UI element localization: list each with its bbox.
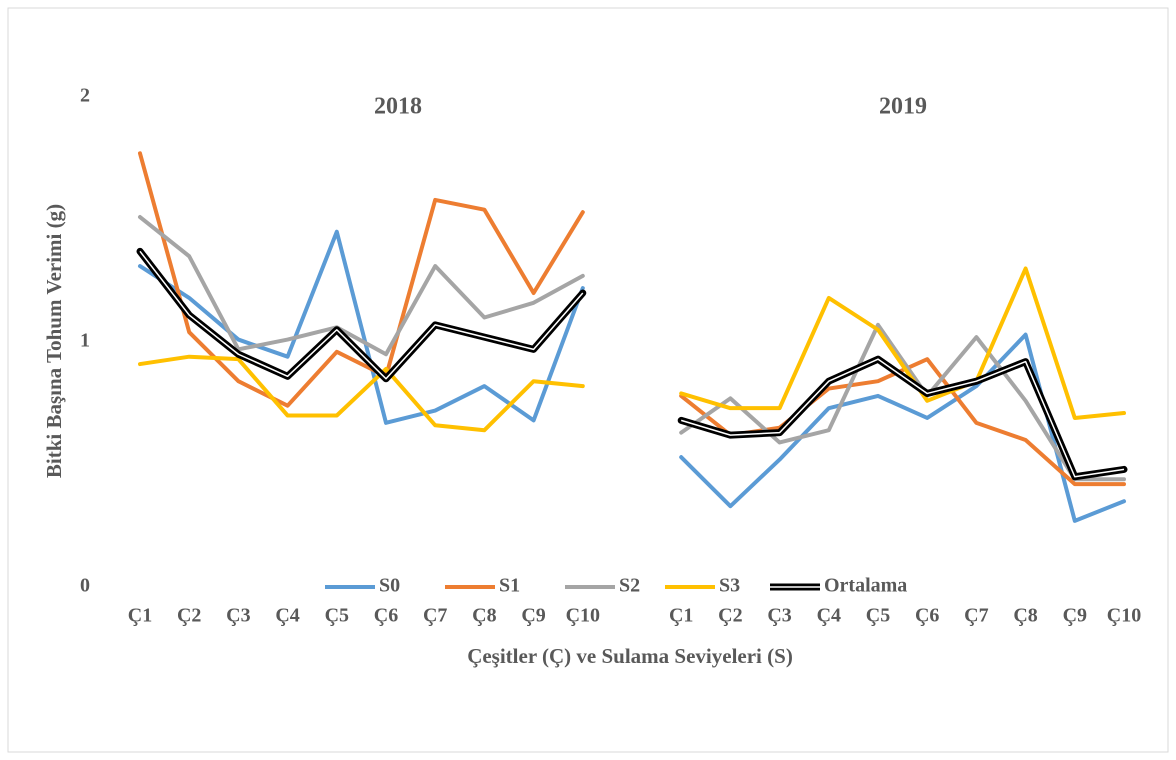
x-tick-label: Ç2: [177, 605, 201, 627]
x-tick-label: Ç2: [718, 605, 742, 627]
chart-frame: [7, 7, 1169, 753]
x-tick-label: Ç6: [915, 605, 939, 627]
legend-label: S2: [619, 575, 640, 597]
x-tick-label: Ç5: [325, 605, 349, 627]
x-tick-label: Ç3: [767, 605, 791, 627]
x-tick-label: Ç6: [374, 605, 398, 627]
legend-label: Ortalama: [824, 575, 907, 597]
x-tick-label: Ç10: [1107, 605, 1141, 627]
series-line: [138, 266, 1126, 433]
y-axis-title: Bitki Başına Tohum Verimi (g): [42, 204, 66, 478]
series-line-inner: [139, 250, 1125, 478]
legend-label: S0: [379, 575, 400, 597]
x-tick-label: Ç1: [669, 605, 693, 627]
y-tick-label: 2: [80, 85, 90, 107]
x-tick-label: Ç9: [1063, 605, 1087, 627]
x-tick-label: Ç9: [521, 605, 545, 627]
series-line: [138, 215, 1126, 482]
x-tick-label: Ç10: [566, 605, 600, 627]
x-tick-label: Ç8: [1013, 605, 1037, 627]
legend-label: S3: [719, 575, 740, 597]
y-tick-label: 0: [80, 575, 90, 597]
x-tick-label: Ç7: [423, 605, 447, 627]
legend-label: S1: [499, 575, 520, 597]
y-tick-label: 1: [80, 330, 90, 352]
group-title: 2019: [879, 94, 927, 120]
x-axis-title: Çeşitler (Ç) ve Sulama Seviyeleri (S): [467, 644, 793, 668]
x-tick-label: Ç3: [226, 605, 250, 627]
x-tick-label: Ç8: [472, 605, 496, 627]
x-tick-label: Ç4: [275, 605, 299, 627]
x-tick-label: Ç1: [128, 605, 152, 627]
x-tick-label: Ç7: [964, 605, 988, 627]
group-title: 2018: [374, 94, 422, 120]
x-tick-label: Ç4: [817, 605, 841, 627]
x-tick-label: Ç5: [866, 605, 890, 627]
